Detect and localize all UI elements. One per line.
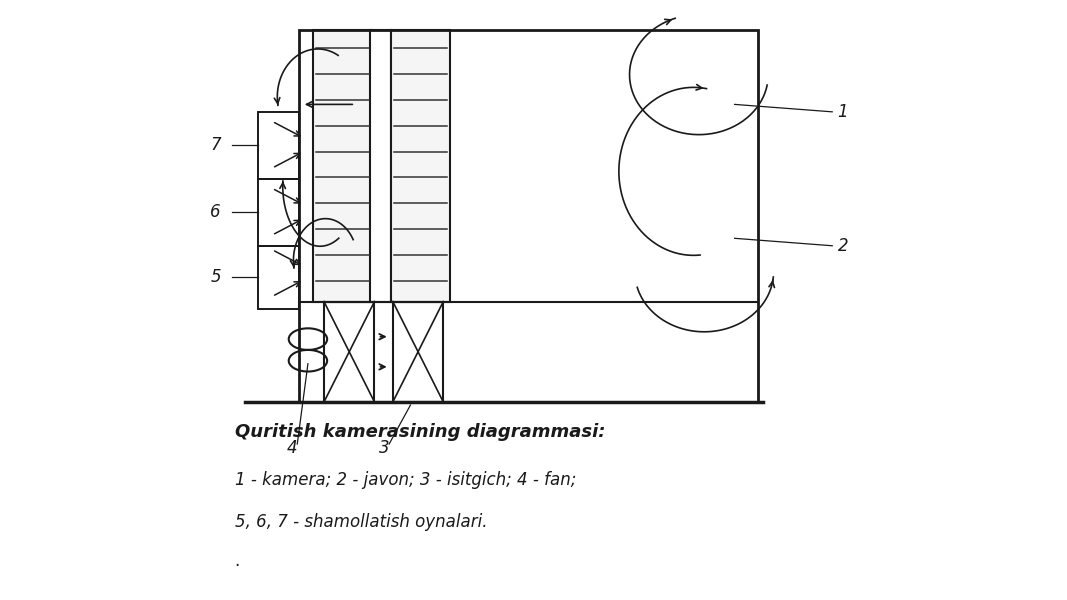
Text: 7: 7 bbox=[210, 136, 221, 154]
Text: 5: 5 bbox=[210, 268, 221, 286]
Text: Quritish kamerasining diagrammasi:: Quritish kamerasining diagrammasi: bbox=[235, 423, 605, 441]
Text: 2: 2 bbox=[838, 237, 848, 255]
Bar bbox=[370, 30, 391, 302]
Text: 1 - kamera; 2 - javon; 3 - isitgich; 4 - fan;: 1 - kamera; 2 - javon; 3 - isitgich; 4 -… bbox=[235, 471, 576, 489]
Text: 1: 1 bbox=[838, 103, 848, 121]
Text: 5, 6, 7 - shamollatish oynalari.: 5, 6, 7 - shamollatish oynalari. bbox=[235, 513, 488, 531]
Bar bbox=[299, 30, 758, 402]
Text: 3: 3 bbox=[379, 439, 389, 457]
Bar bbox=[391, 30, 450, 302]
Bar bbox=[324, 302, 375, 402]
Text: .: . bbox=[235, 552, 240, 570]
Bar bbox=[258, 246, 299, 309]
Text: 6: 6 bbox=[210, 203, 221, 221]
Bar bbox=[313, 30, 372, 302]
Bar bbox=[258, 179, 299, 246]
Bar bbox=[393, 302, 443, 402]
Bar bbox=[258, 112, 299, 179]
Text: 4: 4 bbox=[287, 439, 298, 457]
